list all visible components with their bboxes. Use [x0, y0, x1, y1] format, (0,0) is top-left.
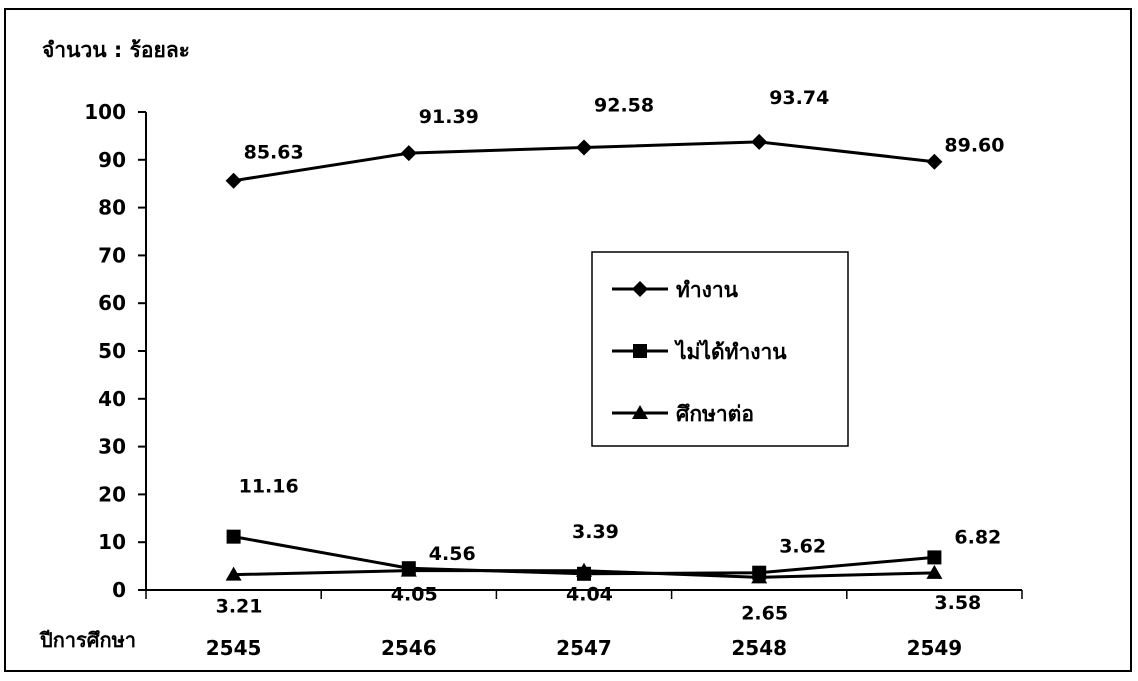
series-1-point [751, 133, 768, 150]
data-label: 6.82 [954, 526, 1001, 548]
data-label: 92.58 [594, 94, 654, 116]
y-tick-label: 0 [112, 578, 126, 602]
legend-marker [632, 281, 648, 297]
series-2-point [226, 529, 241, 544]
y-tick-label: 90 [98, 148, 126, 172]
data-label: 3.21 [216, 596, 263, 618]
series-1-point [400, 145, 417, 162]
data-label: 85.63 [244, 142, 304, 164]
data-label: 3.58 [934, 592, 981, 614]
x-tick-label: 2548 [731, 636, 787, 660]
series-3-point [751, 569, 768, 584]
series-3-point [576, 562, 592, 577]
x-tick-label: 2545 [206, 636, 262, 660]
data-label: 91.39 [419, 106, 479, 128]
series-1-point [225, 172, 242, 189]
x-tick-label: 2546 [381, 636, 437, 660]
data-label: 89.60 [944, 135, 1004, 157]
data-label: 2.65 [741, 602, 788, 624]
legend-label: ทำงาน [676, 278, 739, 302]
series-3-point [926, 564, 943, 579]
data-label: 3.39 [572, 521, 619, 543]
series-1-point [926, 153, 943, 170]
data-label: 4.04 [566, 584, 613, 606]
data-label: 93.74 [769, 87, 829, 109]
y-tick-label: 80 [98, 196, 126, 220]
x-tick-label: 2547 [556, 636, 612, 660]
y-tick-label: 70 [98, 243, 126, 267]
chart-frame [4, 8, 1132, 672]
y-tick-label: 10 [98, 530, 126, 554]
data-label: 11.16 [239, 476, 299, 498]
y-tick-label: 50 [98, 339, 126, 363]
y-tick-label: 40 [98, 387, 126, 411]
y-tick-label: 100 [84, 100, 126, 124]
data-label: 4.56 [429, 543, 476, 565]
series-3-point [400, 562, 417, 577]
y-axis-title: จำนวน : ร้อยละ [42, 38, 190, 62]
x-axis-title: ปีการศึกษา [39, 628, 136, 652]
legend-label: ไม่ได้ทำงาน [674, 339, 787, 364]
series-3-point [225, 566, 242, 581]
x-tick-label: 2549 [907, 636, 963, 660]
y-tick-label: 20 [98, 482, 126, 506]
legend-marker [632, 405, 648, 419]
y-tick-label: 30 [98, 435, 126, 459]
legend-label: ศึกษาต่อ [676, 402, 754, 426]
y-tick-label: 60 [98, 291, 126, 315]
series-2-point [927, 550, 942, 565]
data-label: 4.05 [391, 584, 438, 606]
data-label: 3.62 [779, 536, 826, 558]
series-1-point [576, 139, 592, 156]
legend-marker [633, 344, 647, 358]
